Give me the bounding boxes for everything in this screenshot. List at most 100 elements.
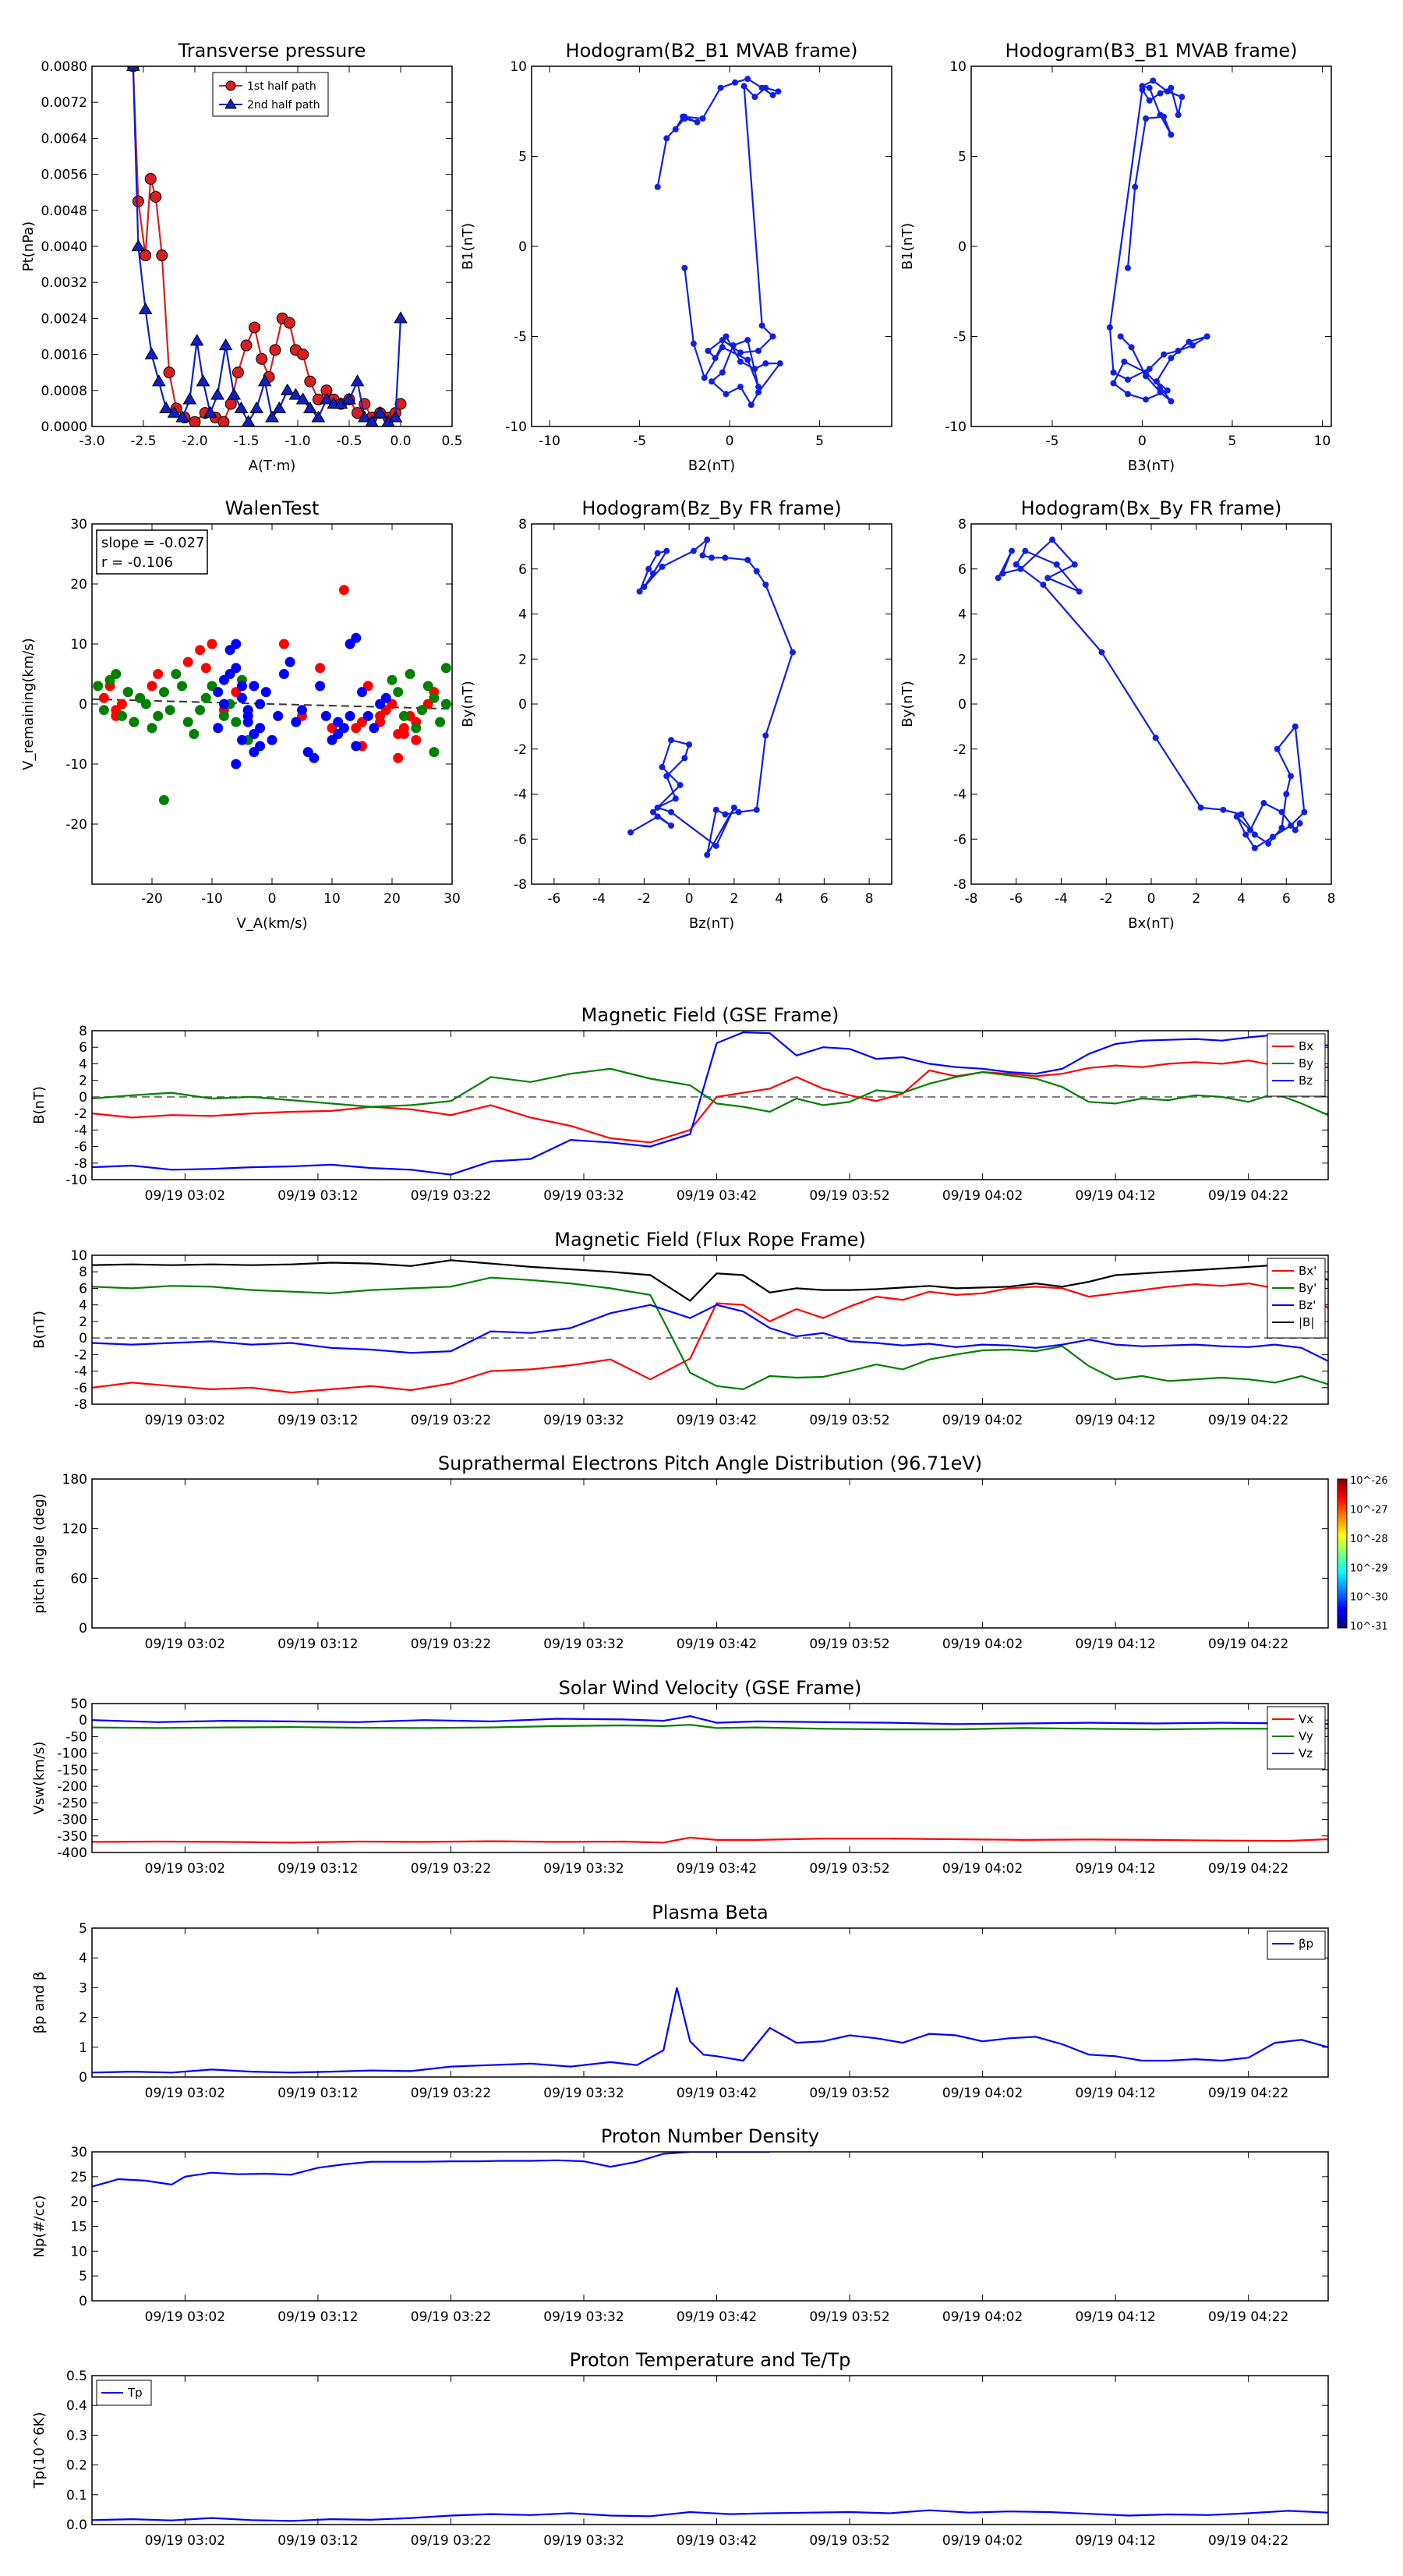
chart-walen: WalenTest -20 -10 0 10 20 30 -20 -10 0 10 20 30 V_A(k… bbox=[20, 497, 461, 932]
data-point bbox=[1168, 355, 1175, 362]
data-point bbox=[231, 759, 242, 770]
y-tick-label: -50 bbox=[65, 1729, 87, 1745]
data-point bbox=[1012, 561, 1020, 568]
data-point bbox=[405, 669, 415, 679]
axes-frame bbox=[531, 65, 892, 427]
x-tick-label: -6 bbox=[1009, 891, 1023, 907]
data-point bbox=[320, 392, 334, 405]
data-point bbox=[393, 687, 404, 698]
chart-title: Hodogram(Bz_By FR frame) bbox=[581, 497, 841, 519]
x-tick-label: 09/19 04:22 bbox=[1208, 2533, 1288, 2549]
x-axis-label: A(T·m) bbox=[249, 458, 296, 474]
data-point bbox=[357, 717, 367, 727]
series-line bbox=[92, 2152, 770, 2188]
y-axis-label: By(nT) bbox=[899, 681, 916, 727]
x-tick-label: -20 bbox=[141, 891, 163, 907]
y-tick-label: -350 bbox=[57, 1829, 87, 1845]
x-tick-label: 09/19 03:22 bbox=[411, 2309, 491, 2325]
data-point bbox=[719, 344, 726, 351]
y-tick-label: -5 bbox=[953, 330, 967, 345]
y-axis-label: B1(nT) bbox=[460, 223, 476, 270]
y-tick-label: 0 bbox=[958, 239, 967, 255]
chart-title: Suprathermal Electrons Pitch Angle Distr… bbox=[438, 1453, 982, 1474]
x-tick-label: 09/19 03:12 bbox=[277, 2533, 358, 2549]
colorbar-label: 10^-28 bbox=[1350, 1534, 1388, 1545]
y-tick-label: -5 bbox=[514, 330, 527, 345]
data-point bbox=[302, 747, 313, 758]
legend-marker bbox=[225, 80, 236, 91]
data-point bbox=[1048, 536, 1055, 543]
data-point bbox=[440, 699, 451, 709]
data-point bbox=[272, 401, 287, 413]
data-point bbox=[723, 391, 730, 398]
data-point bbox=[411, 734, 422, 745]
x-tick-label: 09/19 03:02 bbox=[145, 1188, 225, 1204]
chart-bgse: Magnetic Field (GSE Frame) 864 20-2-4 -6-8-… bbox=[31, 1004, 1329, 1204]
x-tick-label: 09/19 03:22 bbox=[411, 1637, 491, 1652]
data-point bbox=[740, 83, 747, 90]
data-point bbox=[776, 360, 783, 367]
data-point bbox=[753, 806, 760, 813]
data-point bbox=[213, 723, 224, 734]
data-point bbox=[278, 669, 289, 679]
x-tick-label: 09/19 03:02 bbox=[145, 2086, 225, 2101]
x-tick-label: 09/19 03:12 bbox=[277, 1861, 358, 1877]
data-point bbox=[1040, 581, 1047, 588]
data-point bbox=[267, 734, 277, 745]
data-point bbox=[231, 663, 242, 674]
data-point bbox=[663, 773, 670, 780]
plot-area bbox=[1106, 77, 1210, 405]
series-Tp bbox=[92, 2509, 1328, 2522]
legend-label: βp bbox=[1299, 1937, 1313, 1951]
data-point bbox=[140, 249, 152, 262]
data-point bbox=[1017, 565, 1024, 572]
y-tick-label: 4 bbox=[518, 607, 527, 623]
data-point bbox=[1124, 391, 1131, 398]
x-tick-label: 09/19 03:22 bbox=[411, 1188, 491, 1204]
x-tick-label: 09/19 03:02 bbox=[145, 1413, 225, 1428]
legend-box bbox=[1267, 1930, 1326, 1960]
x-tick-label: 09/19 04:02 bbox=[942, 2533, 1023, 2549]
y-tick-label: 2 bbox=[518, 652, 527, 667]
data-point bbox=[362, 710, 373, 721]
data-point bbox=[398, 729, 409, 739]
y-tick-label: -4 bbox=[953, 787, 967, 803]
data-point bbox=[645, 565, 652, 572]
x-tick-label: -10 bbox=[201, 891, 223, 907]
y-tick-label: 6 bbox=[518, 562, 527, 578]
series-Vz bbox=[92, 1714, 1328, 1725]
legend-label: Vz bbox=[1299, 1746, 1313, 1760]
x-tick-label: -0.5 bbox=[336, 433, 362, 449]
x-tick-label: 09/19 03:52 bbox=[809, 1637, 889, 1652]
y-tick-label: 120 bbox=[62, 1522, 87, 1537]
x-tick-label: 10 bbox=[323, 891, 341, 907]
data-point bbox=[737, 349, 744, 356]
data-point bbox=[333, 729, 344, 739]
series-line bbox=[92, 1276, 1328, 1391]
x-tick-label: 6 bbox=[820, 891, 829, 907]
y-axis-label: Vsw(km/s) bbox=[31, 1742, 48, 1815]
legend-label: Bx' bbox=[1299, 1264, 1316, 1278]
data-point bbox=[1168, 398, 1175, 405]
chart-hodo1: Hodogram(B2_B1 MVAB frame) -10 -5 0 5 10 -10 -5… bbox=[460, 40, 892, 474]
x-tick-label: 09/19 03:02 bbox=[145, 1861, 225, 1877]
y-tick-label: -10 bbox=[505, 419, 527, 435]
y-tick-label: 0.0056 bbox=[41, 168, 87, 183]
x-tick-label: -2 bbox=[638, 891, 651, 907]
x-tick-label: 5 bbox=[815, 433, 824, 449]
y-tick-label: 0 bbox=[518, 697, 527, 713]
data-point bbox=[159, 401, 173, 413]
data-point bbox=[1168, 84, 1175, 91]
data-point bbox=[1247, 826, 1254, 833]
data-point bbox=[362, 681, 373, 692]
legend-box bbox=[1267, 1033, 1326, 1097]
x-tick-label: 09/19 03:32 bbox=[543, 1861, 624, 1877]
x-tick-label: 6 bbox=[1282, 891, 1291, 907]
data-point bbox=[104, 674, 115, 685]
data-point bbox=[218, 338, 233, 351]
x-tick-label: -6 bbox=[547, 891, 560, 907]
axes-frame bbox=[91, 65, 453, 427]
data-point bbox=[762, 581, 769, 588]
data-point bbox=[668, 809, 675, 816]
